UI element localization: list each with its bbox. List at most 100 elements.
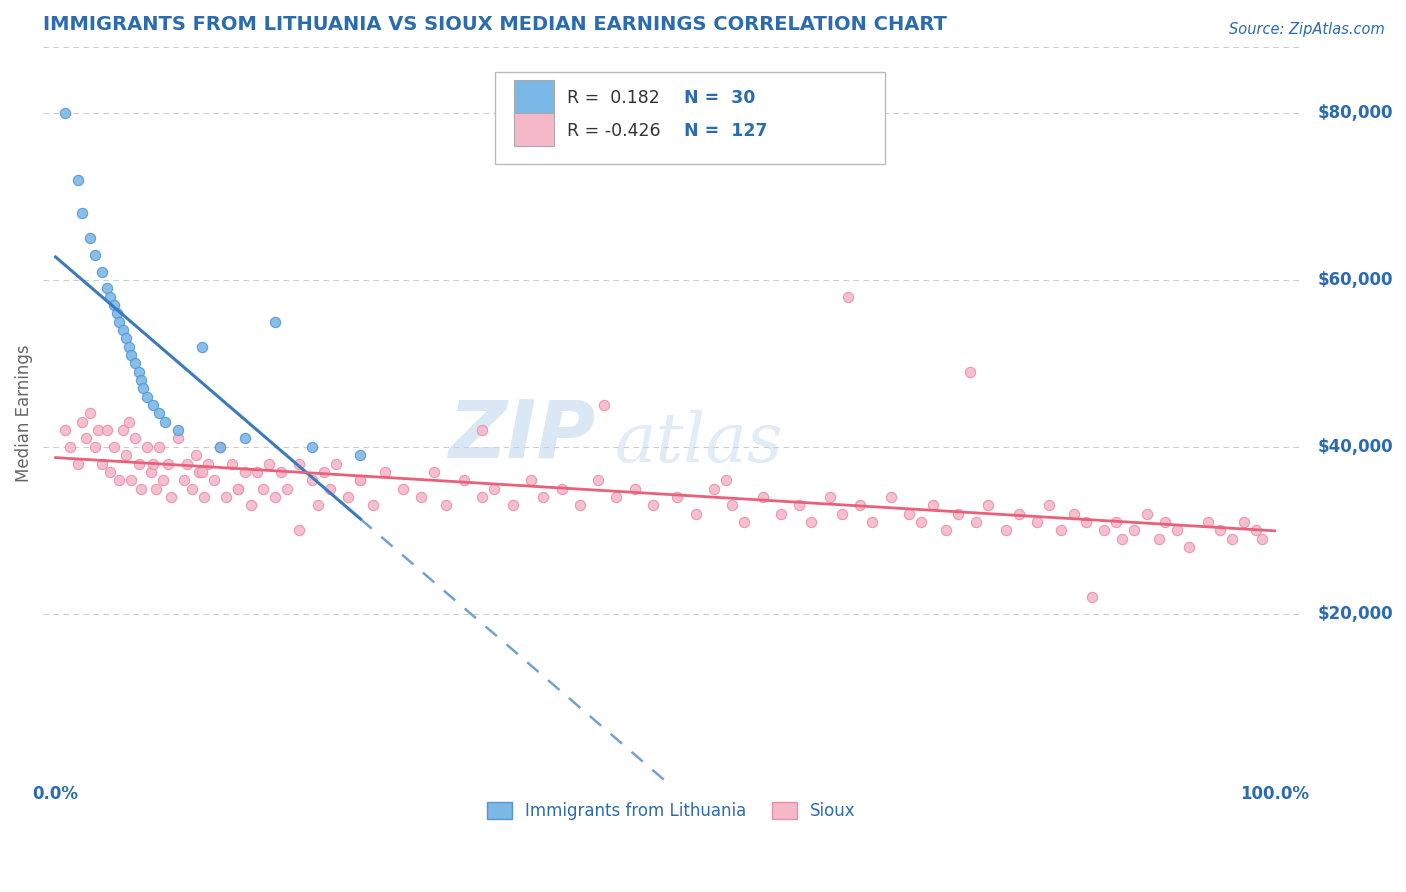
Point <box>100 465 122 479</box>
Point <box>1038 498 1060 512</box>
Point <box>264 315 287 329</box>
Point <box>155 415 177 429</box>
Point <box>118 340 141 354</box>
Point <box>228 482 250 496</box>
Point <box>1026 515 1049 529</box>
Point <box>228 482 250 496</box>
Point <box>148 440 170 454</box>
Point <box>1154 515 1177 529</box>
Point <box>108 315 131 329</box>
Point <box>72 206 94 220</box>
Point <box>59 440 82 454</box>
Point <box>349 473 371 487</box>
Point <box>471 490 494 504</box>
Point <box>1105 515 1128 529</box>
Point <box>128 457 150 471</box>
Point <box>191 465 214 479</box>
Point <box>124 432 146 446</box>
Point <box>79 231 101 245</box>
Point <box>965 515 987 529</box>
Point <box>1251 532 1274 546</box>
Point <box>1166 523 1188 537</box>
Point <box>66 173 89 187</box>
Point <box>209 440 232 454</box>
Point <box>105 306 128 320</box>
Point <box>1008 507 1031 521</box>
Point <box>103 298 125 312</box>
Point <box>96 281 118 295</box>
Point <box>550 482 572 496</box>
Point <box>202 473 225 487</box>
Point <box>860 515 883 529</box>
Point <box>897 507 920 521</box>
Point <box>568 498 591 512</box>
Point <box>751 490 773 504</box>
Point <box>922 498 945 512</box>
Point <box>136 440 159 454</box>
Text: $20,000: $20,000 <box>1317 605 1393 623</box>
Point <box>1197 515 1219 529</box>
Point <box>520 473 543 487</box>
Point <box>1050 523 1073 537</box>
Point <box>108 473 131 487</box>
Point <box>910 515 932 529</box>
Point <box>1092 523 1115 537</box>
Point <box>422 465 444 479</box>
Point <box>233 432 256 446</box>
Point <box>325 457 347 471</box>
Point <box>276 482 298 496</box>
Point <box>586 473 609 487</box>
Point <box>87 423 110 437</box>
Point <box>193 490 215 504</box>
Text: $80,000: $80,000 <box>1317 104 1393 122</box>
Point <box>184 448 207 462</box>
Point <box>666 490 689 504</box>
Point <box>769 507 792 521</box>
Point <box>132 382 155 396</box>
Point <box>166 432 188 446</box>
Point <box>156 457 179 471</box>
Point <box>301 440 323 454</box>
Point <box>120 348 142 362</box>
Point <box>181 482 204 496</box>
Text: ZIP: ZIP <box>449 396 596 475</box>
Y-axis label: Median Earnings: Median Earnings <box>15 344 32 483</box>
Point <box>115 331 138 345</box>
Point <box>721 498 744 512</box>
Point <box>124 356 146 370</box>
Point <box>148 407 170 421</box>
Point <box>1063 507 1085 521</box>
Text: atlas: atlas <box>614 409 783 476</box>
Point <box>136 390 159 404</box>
FancyBboxPatch shape <box>515 80 554 112</box>
Point <box>337 490 360 504</box>
Point <box>934 523 956 537</box>
Point <box>1233 515 1256 529</box>
Point <box>142 457 165 471</box>
Point <box>593 398 616 412</box>
FancyBboxPatch shape <box>495 72 884 164</box>
Point <box>1111 532 1133 546</box>
Point <box>453 473 475 487</box>
Text: $40,000: $40,000 <box>1317 438 1393 456</box>
Point <box>349 448 371 462</box>
Point <box>1136 507 1159 521</box>
Legend: Immigrants from Lithuania, Sioux: Immigrants from Lithuania, Sioux <box>481 796 862 827</box>
Point <box>605 490 627 504</box>
Point <box>96 423 118 437</box>
Point <box>90 265 112 279</box>
Point <box>307 498 329 512</box>
Point <box>129 373 152 387</box>
Point <box>176 457 198 471</box>
Point <box>301 473 323 487</box>
Text: $60,000: $60,000 <box>1317 271 1393 289</box>
Point <box>703 482 725 496</box>
Point <box>128 365 150 379</box>
Point <box>239 498 262 512</box>
Point <box>502 498 524 512</box>
Point <box>111 423 134 437</box>
Point <box>160 490 183 504</box>
Point <box>252 482 274 496</box>
Point <box>1147 532 1170 546</box>
Point <box>72 415 94 429</box>
